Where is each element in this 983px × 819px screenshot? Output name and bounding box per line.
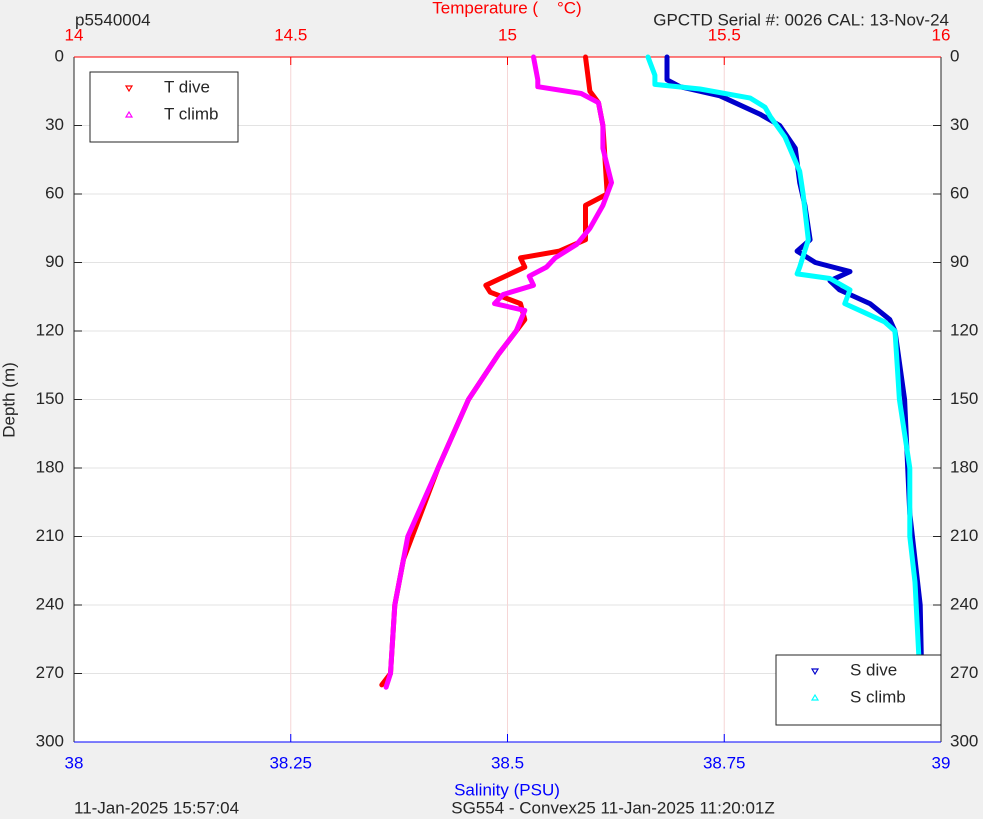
footer-center: SG554 - Convex25 11-Jan-2025 11:20:01Z — [451, 798, 775, 817]
legend-label: S climb — [850, 687, 906, 706]
y-tick-label: 90 — [45, 252, 64, 271]
x2-tick-label: 14.5 — [274, 25, 307, 44]
y-tick-label: 0 — [55, 46, 64, 65]
y-tick-label-right: 240 — [950, 594, 978, 613]
x-axis-label: Salinity (PSU) — [454, 780, 560, 799]
legend-box — [89, 71, 239, 143]
profile-line — [383, 54, 614, 690]
y-tick-label-right: 0 — [950, 46, 959, 65]
y-tick-label-right: 90 — [950, 252, 969, 271]
x-tick-label: 38.75 — [703, 753, 746, 772]
x2-tick-label: 14 — [65, 25, 84, 44]
legend-marker — [810, 668, 820, 676]
profile-line — [664, 54, 925, 688]
y-tick-label-right: 270 — [950, 663, 978, 682]
y-tick-label-right: 120 — [950, 320, 978, 339]
y-tick-label: 120 — [36, 320, 64, 339]
chart-title: p5540004 — [75, 10, 151, 29]
profile-line — [645, 54, 923, 686]
legend: S dive S climb — [775, 654, 942, 726]
x2-tick-label: 16 — [932, 25, 951, 44]
x-tick-label: 38 — [65, 753, 84, 772]
y-tick-label: 270 — [36, 663, 64, 682]
x-tick-label: 39 — [932, 753, 951, 772]
y-tick-label-right: 150 — [950, 389, 978, 408]
legend-label: T climb — [164, 104, 218, 123]
y-tick-label: 180 — [36, 457, 64, 476]
x-tick-label: 38.5 — [491, 753, 524, 772]
y-tick-label-right: 180 — [950, 457, 978, 476]
legend-marker — [810, 693, 820, 701]
y-tick-label: 30 — [45, 115, 64, 134]
legend-marker — [124, 110, 134, 118]
y-tick-label-right: 30 — [950, 115, 969, 134]
y-tick-label-right: 300 — [950, 731, 978, 750]
y-tick-label: 60 — [45, 183, 64, 202]
y-tick-label-right: 60 — [950, 183, 969, 202]
legend: T dive T climb — [89, 71, 239, 143]
y-tick-label: 210 — [36, 526, 64, 545]
y-tick-label-right: 210 — [950, 526, 978, 545]
chart-subtitle: GPCTD Serial #: 0026 CAL: 13-Nov-24 — [653, 10, 949, 29]
y-tick-label: 150 — [36, 389, 64, 408]
x2-axis-label: Temperature ( °C) — [432, 0, 581, 17]
legend-box — [775, 654, 942, 726]
profile-line — [379, 54, 610, 688]
legend-label: S dive — [850, 660, 897, 679]
x2-tick-label: 15.5 — [708, 25, 741, 44]
legend-marker — [124, 85, 134, 93]
legend-label: T dive — [164, 77, 210, 96]
y-tick-label: 240 — [36, 594, 64, 613]
x2-tick-label: 15 — [498, 25, 517, 44]
y-tick-label: 300 — [36, 731, 64, 750]
x-tick-label: 38.25 — [269, 753, 312, 772]
y-axis-label: Depth (m) — [0, 362, 18, 438]
footer-left: 11-Jan-2025 15:57:04 — [74, 798, 239, 817]
